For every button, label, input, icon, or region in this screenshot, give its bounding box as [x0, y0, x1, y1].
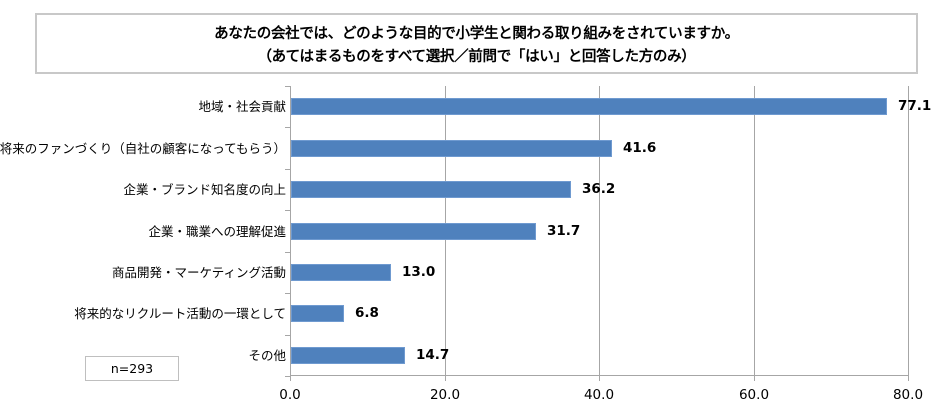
y-tick	[285, 335, 290, 336]
bar	[291, 140, 612, 157]
gridline	[599, 86, 600, 376]
chart-title-box: あなたの会社では、どのような目的で小学生と関わる取り組みをされていますか。 （あ…	[35, 13, 918, 74]
gridline	[754, 86, 755, 376]
y-tick	[285, 293, 290, 294]
bar	[291, 223, 536, 240]
sample-size-box: n=293	[85, 356, 179, 381]
y-axis-line	[290, 86, 291, 376]
category-label: 将来のファンづくり（自社の顧客になってもらう）	[0, 141, 286, 156]
y-tick	[285, 252, 290, 253]
gridline	[908, 86, 909, 376]
category-label: 地域・社会貢献	[198, 99, 286, 114]
y-tick	[285, 169, 290, 170]
x-tick-label: 60.0	[738, 387, 770, 403]
bar-value-label: 13.0	[402, 264, 436, 280]
bar	[291, 98, 887, 115]
bar-value-label: 14.7	[416, 347, 450, 363]
x-tick-label: 40.0	[583, 387, 615, 403]
category-label: 企業・職業への理解促進	[148, 224, 286, 239]
x-tick	[445, 376, 446, 381]
bar-value-label: 36.2	[582, 181, 616, 197]
y-tick	[285, 376, 290, 377]
category-label: 将来的なリクルート活動の一環として	[74, 306, 286, 321]
x-tick	[908, 376, 909, 381]
bar-value-label: 41.6	[623, 140, 657, 156]
bar	[291, 305, 344, 322]
x-tick	[754, 376, 755, 381]
bar	[291, 264, 391, 281]
plot-area: 77.1 41.6 36.2 31.7 13.0 6.8 14.7	[285, 86, 931, 381]
bar-value-label: 77.1	[898, 98, 932, 114]
y-tick	[285, 210, 290, 211]
chart-title-line-1: あなたの会社では、どのような目的で小学生と関わる取り組みをされていますか。	[214, 26, 739, 42]
x-tick	[290, 376, 291, 381]
x-tick	[599, 376, 600, 381]
x-tick-label: 20.0	[429, 387, 461, 403]
bar	[291, 347, 405, 364]
y-tick	[285, 127, 290, 128]
x-tick-label: 0.0	[279, 387, 301, 403]
bar-value-label: 31.7	[547, 223, 581, 239]
category-label: その他	[248, 348, 286, 363]
category-label: 商品開発・マーケティング活動	[111, 265, 286, 280]
bar-value-label: 6.8	[355, 305, 379, 321]
category-label: 企業・ブランド知名度の向上	[123, 182, 286, 197]
chart-title-line-2: （あてはまるものをすべて選択／前問で「はい」と回答した方のみ）	[257, 49, 696, 65]
x-tick-label: 80.0	[892, 387, 924, 403]
y-tick	[285, 86, 290, 87]
bar	[291, 181, 571, 198]
